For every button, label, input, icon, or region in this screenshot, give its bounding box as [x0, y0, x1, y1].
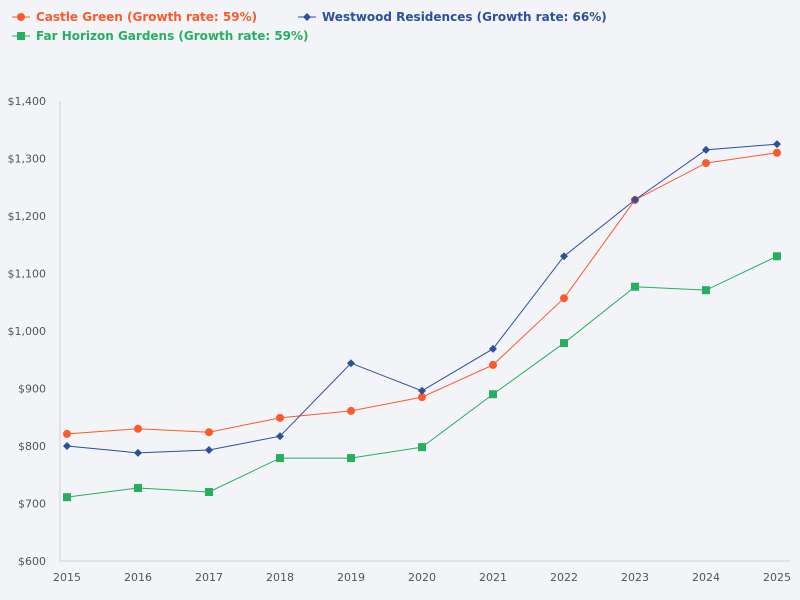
square-marker-icon — [12, 32, 30, 40]
x-tick-label: 2025 — [763, 571, 791, 584]
x-tick-label: 2023 — [621, 571, 649, 584]
data-point — [347, 359, 355, 368]
x-tick-label: 2020 — [408, 571, 436, 584]
legend-label: Castle Green (Growth rate: 59%) — [36, 10, 258, 24]
data-point — [560, 252, 568, 261]
data-point — [773, 252, 781, 261]
data-point — [489, 390, 497, 399]
series-line — [66, 143, 778, 454]
legend-label: Westwood Residences (Growth rate: 66%) — [322, 10, 607, 24]
data-point — [631, 282, 639, 291]
x-tick-label: 2017 — [195, 571, 223, 584]
data-point — [702, 145, 710, 154]
data-point — [347, 454, 355, 463]
data-point — [773, 148, 781, 157]
x-tick-label: 2016 — [124, 571, 152, 584]
data-point — [276, 454, 284, 463]
x-tick-label: 2015 — [53, 571, 81, 584]
circle-marker-icon — [12, 13, 30, 21]
x-tick-label: 2022 — [550, 571, 578, 584]
data-point — [205, 446, 213, 455]
x-tick-label: 2018 — [266, 571, 294, 584]
series-line — [66, 255, 778, 498]
data-point — [63, 429, 71, 438]
data-point — [134, 483, 142, 492]
y-tick-label: $1,300 — [8, 153, 47, 166]
data-point — [418, 386, 426, 395]
data-point — [702, 286, 710, 295]
data-point — [631, 195, 639, 204]
data-point — [276, 413, 284, 422]
data-point — [205, 428, 213, 437]
legend-item-far-horizon[interactable]: Far Horizon Gardens (Growth rate: 59%) — [12, 29, 309, 43]
x-tick-label: 2019 — [337, 571, 365, 584]
data-point — [560, 294, 568, 303]
y-tick-label: $1,100 — [8, 268, 47, 281]
data-point — [489, 344, 497, 353]
y-tick-label: $1,200 — [8, 210, 47, 223]
data-point — [63, 442, 71, 450]
y-tick-label: $900 — [18, 383, 46, 396]
data-point — [347, 406, 355, 415]
data-point — [276, 432, 284, 441]
data-point — [489, 360, 497, 369]
legend-label: Far Horizon Gardens (Growth rate: 59%) — [36, 29, 309, 43]
y-tick-label: $600 — [18, 555, 46, 568]
diamond-marker-icon — [298, 13, 316, 21]
data-point — [63, 493, 71, 502]
x-tick-label: 2024 — [692, 571, 720, 584]
data-point — [134, 448, 142, 457]
data-point — [773, 140, 781, 149]
data-point — [205, 488, 213, 496]
data-point — [418, 393, 426, 402]
y-tick-label: $700 — [18, 498, 46, 511]
x-tick-label: 2021 — [479, 571, 507, 584]
y-tick-label: $1,400 — [8, 95, 47, 108]
y-tick-label: $1,000 — [8, 325, 47, 338]
y-tick-label: $800 — [18, 440, 46, 453]
data-point — [702, 159, 710, 168]
legend-item-westwood[interactable]: Westwood Residences (Growth rate: 66%) — [298, 10, 607, 24]
data-point — [418, 443, 426, 452]
data-point — [560, 339, 568, 348]
legend-item-castle-green[interactable]: Castle Green (Growth rate: 59%) — [12, 10, 257, 24]
data-point — [134, 424, 142, 433]
